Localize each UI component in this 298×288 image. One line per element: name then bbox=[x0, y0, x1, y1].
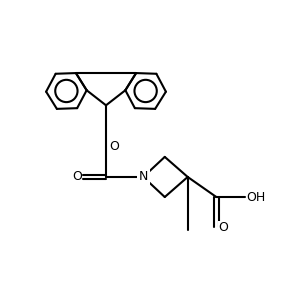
Text: N: N bbox=[139, 170, 148, 183]
Text: O: O bbox=[218, 221, 228, 234]
Text: O: O bbox=[109, 140, 119, 154]
Text: O: O bbox=[72, 170, 82, 183]
Text: OH: OH bbox=[246, 191, 266, 204]
